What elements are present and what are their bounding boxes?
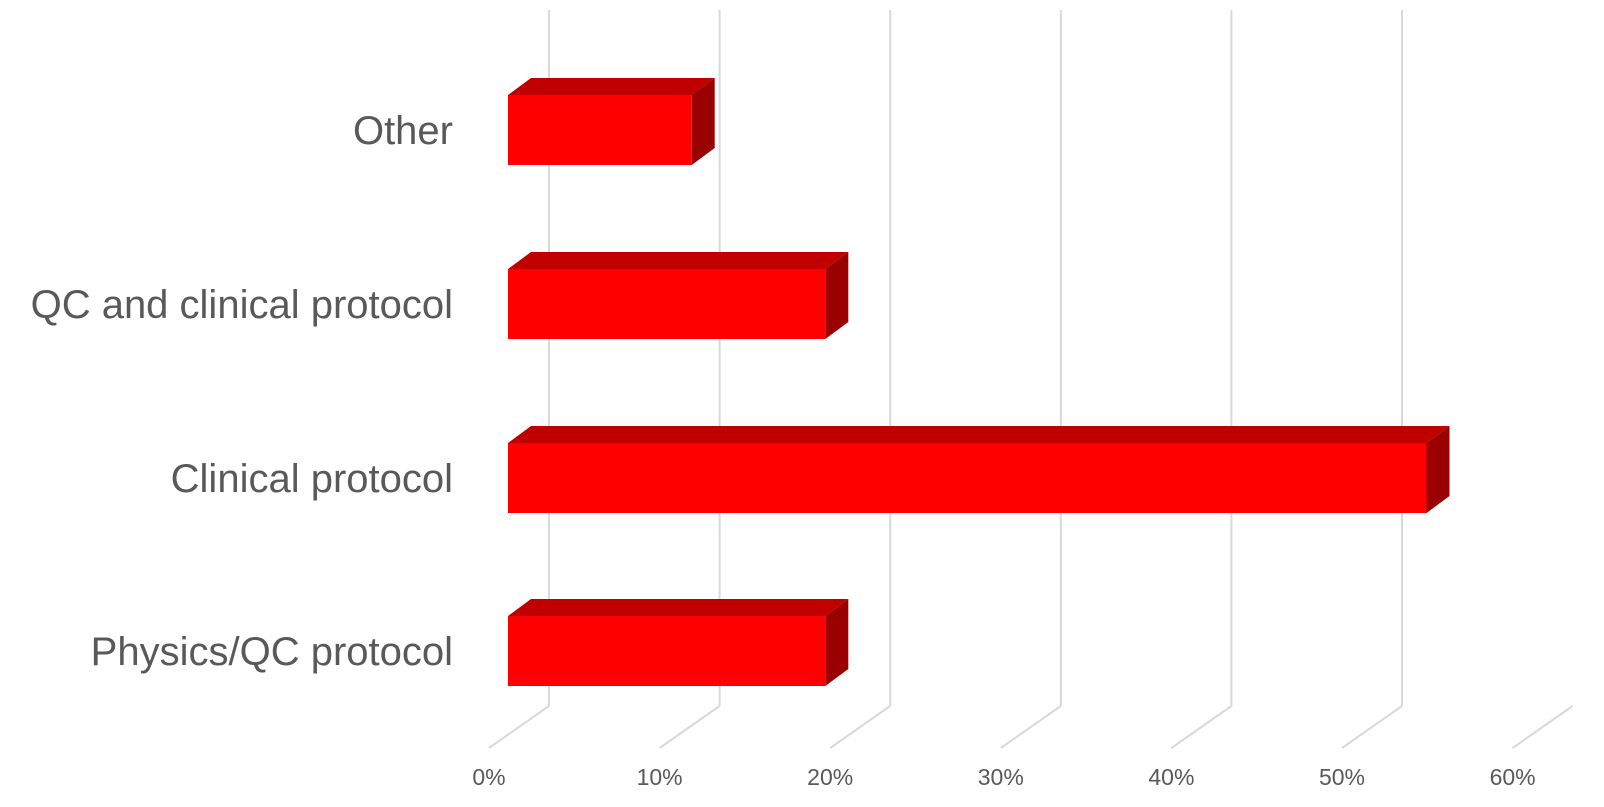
bar-clinical-protocol bbox=[508, 443, 1427, 513]
bar-top-face bbox=[508, 252, 849, 269]
bar-qc-and-clinical-protocol bbox=[508, 269, 826, 339]
category-label: Other bbox=[353, 109, 453, 153]
x-tick-label: 50% bbox=[1319, 764, 1365, 790]
floor-gridline-2 bbox=[829, 705, 891, 749]
bar-side-face bbox=[825, 252, 849, 339]
category-label: QC and clinical protocol bbox=[31, 283, 453, 327]
category-label: Physics/QC protocol bbox=[91, 630, 453, 674]
bar-physics-qc-protocol bbox=[508, 616, 826, 686]
floor-gridline-1 bbox=[659, 705, 721, 749]
x-tick-label: 30% bbox=[978, 764, 1024, 790]
x-tick-labels: 0% 10% 20% 30% 40% 50% 60% bbox=[472, 764, 1535, 790]
floor-gridline-0 bbox=[488, 705, 550, 749]
category-label: Clinical protocol bbox=[171, 457, 453, 501]
floor-gridline-3 bbox=[1000, 705, 1062, 749]
x-tick-label: 40% bbox=[1148, 764, 1194, 790]
bar-top-face bbox=[508, 78, 715, 95]
bars bbox=[508, 78, 1450, 686]
bar-side-face bbox=[825, 599, 849, 686]
category-labels: Other QC and clinical protocol Clinical pr… bbox=[31, 109, 453, 674]
x-tick-label: 10% bbox=[637, 764, 683, 790]
gridlines bbox=[488, 10, 1574, 749]
bar-other bbox=[508, 95, 692, 165]
floor-gridline-5 bbox=[1341, 705, 1403, 749]
floor-gridline-6 bbox=[1512, 705, 1574, 749]
floor-gridline-4 bbox=[1170, 705, 1232, 749]
x-tick-label: 0% bbox=[472, 764, 505, 790]
x-tick-label: 60% bbox=[1490, 764, 1536, 790]
bar-side-face bbox=[1426, 426, 1450, 513]
bar-side-face bbox=[691, 78, 715, 165]
bar-top-face bbox=[508, 426, 1450, 443]
x-tick-label: 20% bbox=[807, 764, 853, 790]
bar-top-face bbox=[508, 599, 849, 616]
